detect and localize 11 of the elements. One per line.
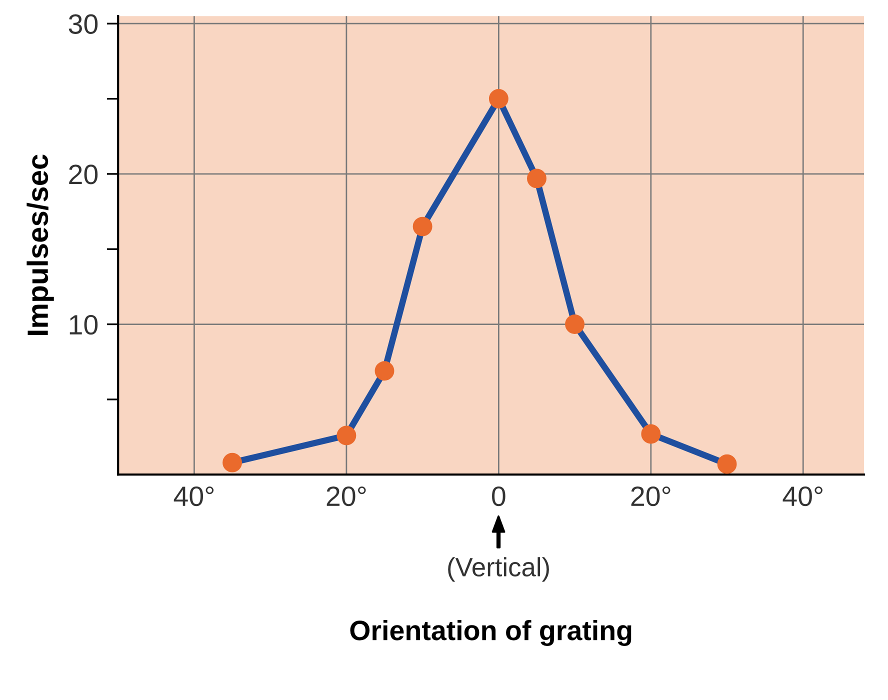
y-tick-label: 10 bbox=[70, 314, 98, 335]
x-tick-label: 40° bbox=[782, 486, 822, 506]
y-tick-label: 20 bbox=[69, 164, 98, 184]
x-tick-label: 20° bbox=[631, 486, 670, 506]
x-tick-label: 20° bbox=[326, 486, 366, 506]
text: (Vertical) bbox=[448, 557, 549, 582]
y-tick-label: 30 bbox=[68, 14, 98, 34]
x-tick-label: 0 bbox=[492, 486, 506, 506]
x-tick-label: 40° bbox=[174, 486, 214, 506]
y-axis-title: Impulses/sec bbox=[26, 154, 54, 335]
x-axis-title: Orientation of grating bbox=[350, 620, 632, 646]
